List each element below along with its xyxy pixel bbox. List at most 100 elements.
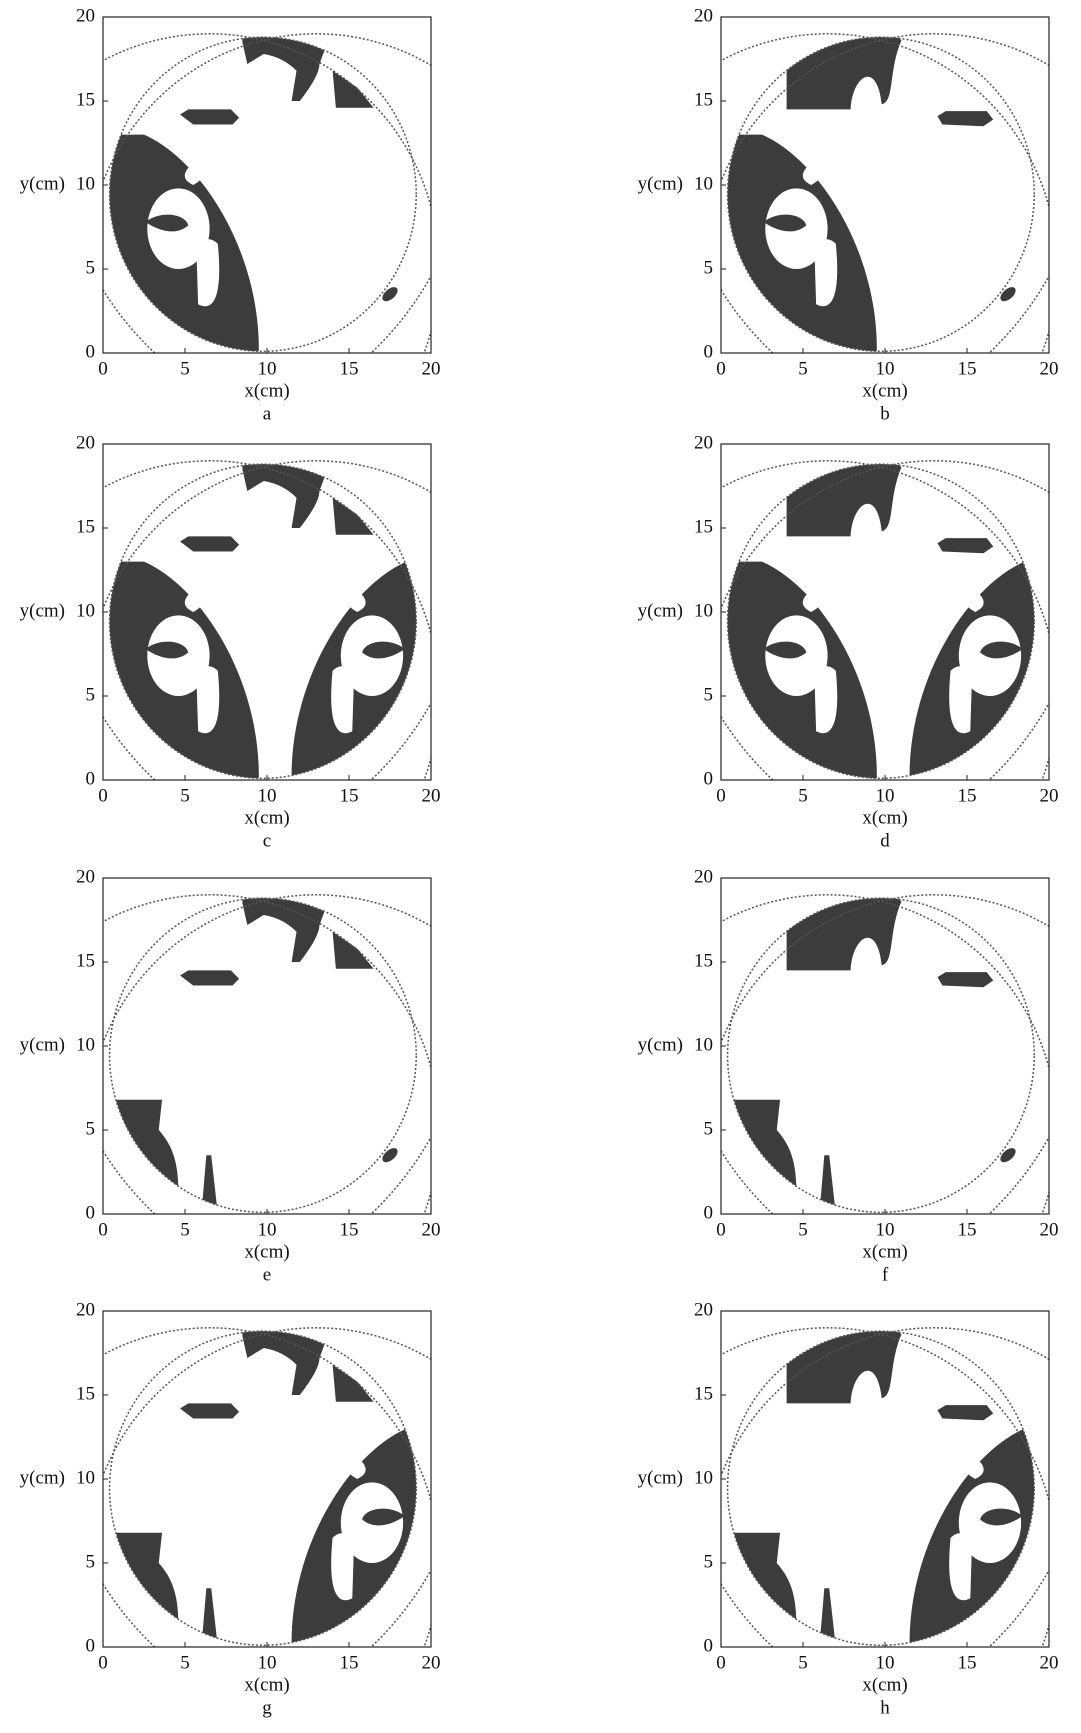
panel-label: h (880, 1697, 890, 1718)
shape (362, 1508, 405, 1526)
arc (705, 895, 1081, 1365)
shape (201, 1155, 218, 1213)
x-tick-label: 0 (98, 358, 108, 379)
x-tick-label: 10 (258, 1652, 277, 1673)
x-tick-label: 5 (180, 785, 190, 806)
y-axis-label: y(cm) (20, 173, 65, 194)
x-axis-label: x(cm) (862, 380, 907, 401)
arc (110, 1331, 417, 1645)
plot-area (109, 464, 417, 779)
panel: 0 5 10 15 20 0 5 10 15 20 x(cm) y(cm) c (0, 226, 677, 932)
hole (814, 239, 838, 307)
x-tick-label: 15 (958, 785, 977, 806)
y-tick-label: 0 (86, 768, 96, 789)
arcs (0, 226, 677, 932)
shapes (727, 464, 1035, 779)
x-tick-label: 15 (958, 1652, 977, 1673)
arc (728, 1331, 1035, 1645)
left-blob (291, 561, 417, 779)
shape (242, 37, 325, 102)
x-tick-label: 15 (340, 358, 359, 379)
arc (598, 895, 1057, 1365)
panel: 0 5 10 15 20 0 5 10 15 20 x(cm) y(cm) f (467, 660, 1081, 1366)
arc (672, 660, 1081, 1298)
y-tick-label: 5 (704, 1118, 714, 1139)
x-tick-label: 20 (422, 358, 441, 379)
shape (786, 464, 902, 537)
shapes (109, 464, 417, 779)
arc (87, 461, 546, 931)
shape (180, 109, 240, 125)
y-tick-label: 10 (694, 600, 713, 621)
y-tick-label: 0 (86, 1202, 96, 1223)
hole (949, 666, 972, 734)
hole (184, 159, 207, 185)
shapes (109, 1331, 417, 1646)
x-tick-label: 15 (340, 785, 359, 806)
arc (87, 1328, 546, 1728)
shape (382, 1148, 398, 1163)
plot-area (727, 37, 1016, 352)
plot-area (109, 898, 398, 1213)
panel: 0 5 10 15 20 0 5 10 15 20 x(cm) y(cm) a (0, 0, 677, 504)
x-tick-label: 10 (876, 785, 895, 806)
y-tick-label: 0 (704, 1202, 714, 1223)
arc (728, 464, 1035, 778)
arc (110, 898, 417, 1212)
y-tick-label: 15 (694, 1383, 713, 1404)
x-tick-label: 15 (958, 358, 977, 379)
arc (110, 464, 417, 778)
x-tick-label: 0 (716, 1652, 726, 1673)
arc (705, 461, 1081, 931)
arc (705, 34, 1081, 504)
x-tick-label: 5 (180, 358, 190, 379)
shape (1000, 1148, 1016, 1163)
guide-arcs (467, 0, 1081, 504)
y-axis-label: y(cm) (638, 173, 683, 194)
arc (54, 660, 677, 1298)
guide-arcs (467, 660, 1081, 1366)
panel: 0 5 10 15 20 0 5 10 15 20 x(cm) y(cm) e (20, 660, 677, 1298)
left-blob (909, 561, 1035, 779)
y-tick-label: 15 (76, 516, 95, 537)
shape (332, 497, 374, 535)
plot-area (109, 1331, 417, 1646)
shapes (109, 37, 374, 352)
x-tick-label: 5 (180, 1652, 190, 1673)
x-tick-label: 0 (716, 785, 726, 806)
y-tick-label: 5 (704, 684, 714, 705)
panel: 0 5 10 15 20 0 5 10 15 20 x(cm) y(cm) b (467, 0, 1081, 504)
shape (145, 641, 189, 659)
x-tick-label: 0 (716, 1219, 726, 1240)
plot-area (727, 898, 1016, 1213)
shape (786, 37, 902, 110)
y-tick-label: 5 (704, 1551, 714, 1572)
x-tick-label: 10 (876, 1219, 895, 1240)
y-tick-label: 0 (704, 341, 714, 362)
arc (87, 34, 546, 504)
arc (728, 37, 1035, 351)
y-tick-label: 20 (76, 432, 95, 453)
y-axis-label: y(cm) (638, 1034, 683, 1055)
y-tick-label: 20 (694, 1299, 713, 1320)
shape (109, 1532, 179, 1646)
x-tick-label: 10 (876, 1652, 895, 1673)
x-tick-label: 5 (798, 785, 808, 806)
arcs (467, 226, 1081, 932)
hole (196, 666, 220, 734)
shape (980, 641, 1023, 659)
shape (242, 898, 325, 963)
guide-arcs (0, 0, 677, 504)
x-axis-label: x(cm) (862, 807, 907, 828)
hole (962, 1453, 984, 1479)
y-tick-label: 10 (76, 1467, 95, 1488)
left-blob (109, 134, 259, 352)
panel: 0 5 10 15 20 0 5 10 15 20 x(cm) y(cm) g (20, 1299, 546, 1728)
shape (109, 1099, 179, 1213)
x-tick-label: 20 (1040, 1652, 1059, 1673)
panel-label: e (263, 1264, 271, 1285)
panel-label: b (880, 403, 890, 424)
y-tick-label: 5 (86, 1118, 96, 1139)
shape (332, 931, 374, 969)
